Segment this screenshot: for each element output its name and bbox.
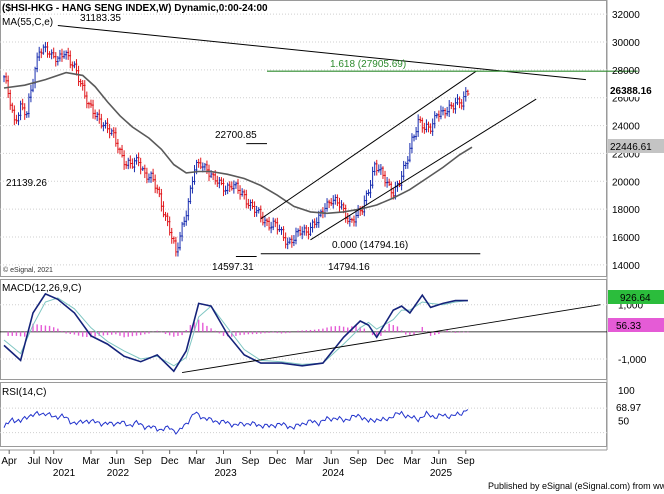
svg-text:22446.61: 22446.61	[610, 142, 652, 153]
rsi-plot	[3, 409, 469, 435]
price-tick-label: 26000	[612, 94, 640, 105]
x-month-label: Sep	[134, 456, 152, 467]
last-macd-tag: 926.64	[608, 290, 664, 304]
price-tick-label: 32000	[612, 10, 640, 21]
rsi-line	[3, 409, 469, 435]
rsi-panel-frame	[0, 382, 607, 447]
moving-average	[3, 71, 473, 215]
x-month-label: Sep	[457, 456, 475, 467]
macd-title: MACD(12,26,9,C)	[2, 283, 81, 294]
y-axis-labels: 14000 16000 18000 20000 22000 24000 26000 28000…	[612, 10, 647, 427]
macd-line	[3, 292, 468, 373]
price-candles	[3, 41, 470, 257]
rsi-gridlines	[0, 407, 607, 434]
x-month-label: Jun	[109, 456, 125, 467]
last-ma-tag: 22446.61	[608, 139, 664, 153]
x-axis-labels: Apr Jul Nov Mar Jun Sep Dec Mar Jun Sep Dec Mar Jun S…	[1, 450, 475, 479]
x-year-label: 2025	[430, 468, 453, 479]
x-month-label: Dec	[376, 456, 394, 467]
last-hist-tag: 56.33	[608, 318, 664, 332]
last-rsi-tag: 68.97	[608, 400, 664, 414]
x-month-label: Mar	[188, 456, 206, 467]
fib-1618-label: 1.618 (27905.69)	[330, 59, 406, 70]
channel-upper-line	[260, 70, 477, 220]
annotation-low-2022: 14597.31	[212, 262, 254, 273]
price-gridlines	[0, 13, 607, 266]
x-month-label: Apr	[1, 456, 17, 467]
x-month-label: Mar	[82, 456, 100, 467]
x-year-label: 2023	[214, 468, 237, 479]
annotation-low-2024: 14794.16	[328, 262, 370, 273]
fib-0-label: 0.000 (14794.16)	[332, 240, 408, 251]
price-tick-label: 20000	[612, 177, 640, 188]
channel-lower-line	[310, 98, 537, 241]
price-tick-label: 28000	[612, 66, 640, 77]
chart-title: ($HSI-HKG - HANG SENG INDEX,W) Dynamic,0…	[2, 3, 268, 14]
price-tick-label: 18000	[612, 205, 640, 216]
rsi-title: RSI(14,C)	[2, 387, 46, 398]
x-year-label: 2021	[53, 468, 76, 479]
rsi-tick-label: 100	[618, 386, 635, 397]
macd-tick-label: -1,000	[618, 355, 647, 366]
x-month-label: Jun	[323, 456, 339, 467]
x-month-label: Mar	[296, 456, 314, 467]
rsi-tick-label: 50	[618, 416, 630, 427]
x-month-label: Sep	[349, 456, 367, 467]
macd-gridlines	[0, 304, 607, 360]
trendlines	[57, 25, 638, 258]
macd-tick-label: 1,000	[618, 301, 643, 312]
price-tick-label: 30000	[612, 38, 640, 49]
annotation-21139: 21139.26	[6, 178, 47, 189]
macd-plot	[0, 292, 607, 374]
x-year-label: 2022	[107, 468, 130, 479]
ma-legend-label: MA(55,C,e)	[2, 17, 53, 28]
svg-text:56.33: 56.33	[616, 321, 641, 332]
price-tick-label: 14000	[612, 261, 640, 272]
footer-credit: Published by eSignal (eSignal.com) from …	[488, 481, 664, 491]
svg-text:926.64: 926.64	[620, 293, 651, 304]
x-month-label: Jun	[431, 456, 447, 467]
annotation-high-2021: 31183.35	[80, 13, 121, 24]
x-month-label: Dec	[268, 456, 286, 467]
price-tick-label: 24000	[612, 122, 640, 133]
price-tick-label: 16000	[612, 233, 640, 244]
ma-55-line	[3, 71, 473, 215]
macd-support-trendline	[182, 304, 601, 374]
x-month-label: Jul	[28, 456, 41, 467]
watermark: © eSignal, 2021	[3, 266, 53, 274]
x-month-label: Jun	[215, 456, 231, 467]
x-month-label: Nov	[45, 456, 63, 467]
x-month-label: Sep	[242, 456, 260, 467]
x-month-label: Mar	[403, 456, 421, 467]
svg-text:68.97: 68.97	[616, 403, 641, 414]
x-year-label: 2024	[322, 468, 345, 479]
x-month-label: Dec	[161, 456, 179, 467]
annotation-22700: 22700.85	[215, 130, 257, 141]
svg-text:26388.16: 26388.16	[610, 86, 652, 97]
last-price-tag: 26388.16	[608, 83, 664, 97]
price-tick-label: 22000	[612, 149, 640, 160]
